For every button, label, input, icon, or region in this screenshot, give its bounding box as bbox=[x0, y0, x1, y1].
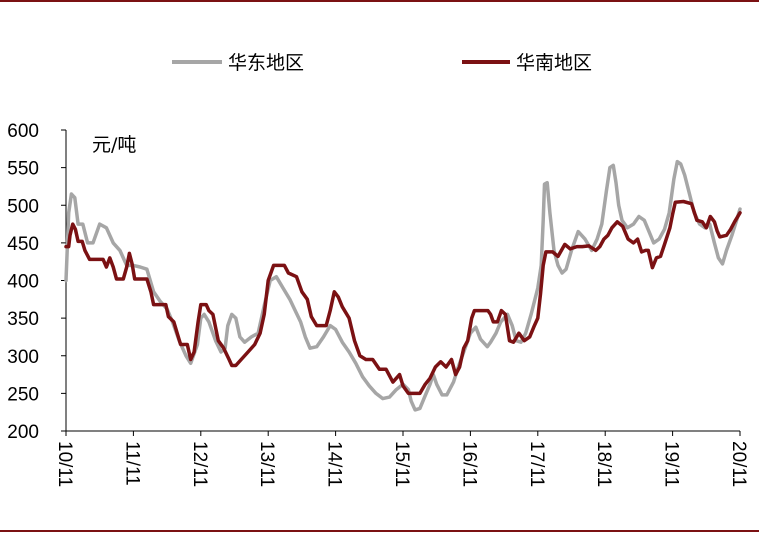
series-line-east-china bbox=[64, 159, 742, 412]
x-ticks: 10/11 11/11 12/11 13/11 14/11 15/11 16/11 17/11… bbox=[54, 431, 749, 487]
legend-label-south: 华南地区 bbox=[516, 52, 592, 74]
x-tick-label: 17/11 bbox=[526, 441, 547, 487]
y-tick-label: 450 bbox=[7, 234, 39, 255]
series-lines bbox=[64, 159, 742, 412]
x-tick-label: 18/11 bbox=[593, 441, 614, 487]
unit-label: 元/吨 bbox=[92, 134, 136, 156]
x-tick-label: 10/11 bbox=[54, 441, 75, 487]
y-tick-label: 250 bbox=[7, 384, 39, 405]
y-tick-label: 500 bbox=[7, 196, 39, 217]
y-ticks: 200 250 300 350 400 450 500 550 600 bbox=[7, 121, 66, 443]
x-tick-label: 12/11 bbox=[189, 441, 210, 487]
bottom-border-rule bbox=[0, 530, 759, 532]
x-tick-label: 16/11 bbox=[458, 441, 479, 487]
legend: 华东地区 华南地区 bbox=[172, 52, 592, 74]
y-tick-label: 400 bbox=[7, 272, 39, 293]
x-tick-label: 19/11 bbox=[661, 441, 682, 487]
y-tick-label: 350 bbox=[7, 309, 39, 330]
x-tick-label: 15/11 bbox=[391, 441, 412, 487]
series-line-south-china bbox=[64, 199, 742, 396]
y-tick-label: 550 bbox=[7, 159, 39, 180]
y-tick-label: 600 bbox=[7, 121, 39, 142]
y-tick-label: 300 bbox=[7, 347, 39, 368]
y-tick-label: 200 bbox=[7, 422, 39, 443]
x-tick-label: 11/11 bbox=[121, 441, 142, 486]
x-tick-label: 20/11 bbox=[728, 441, 749, 487]
x-tick-label: 14/11 bbox=[324, 441, 345, 487]
legend-label-east: 华东地区 bbox=[228, 52, 304, 74]
x-tick-label: 13/11 bbox=[256, 441, 277, 487]
top-border-rule bbox=[0, 0, 759, 2]
